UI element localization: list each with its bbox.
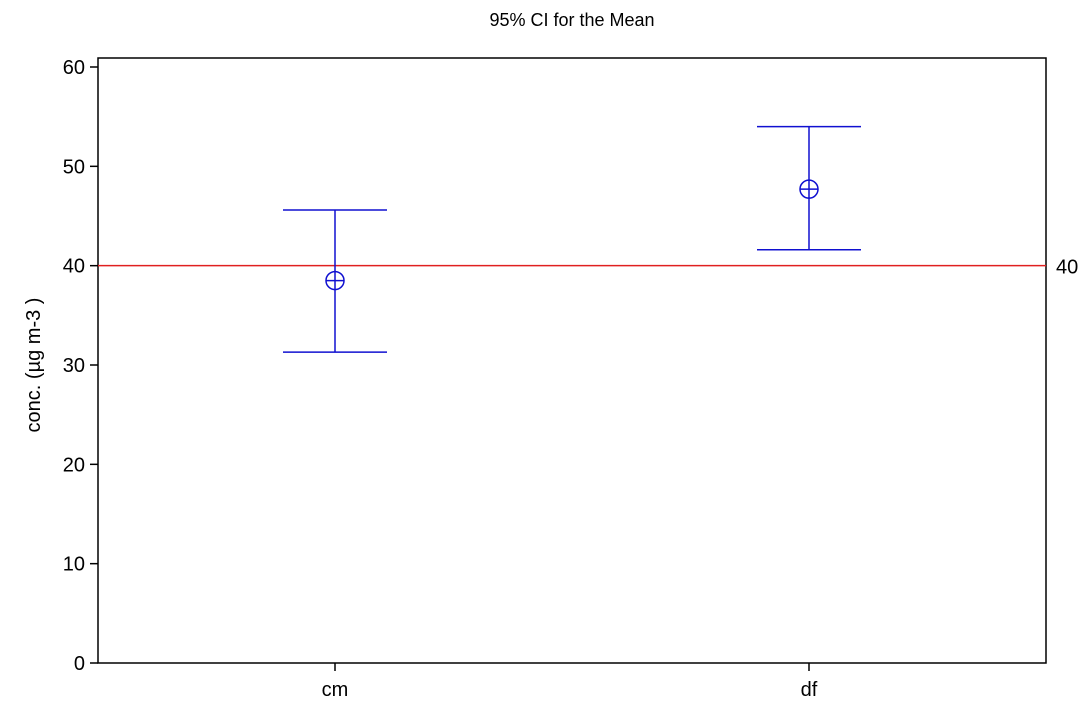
plot-frame	[97, 57, 1047, 664]
y-tick-label: 40	[63, 256, 85, 278]
reference-line-group: 40	[98, 257, 1078, 279]
interval-series	[283, 125, 861, 353]
x-tick-label: df	[801, 679, 818, 701]
y-tick-label: 10	[63, 554, 85, 576]
x-axis: cm df	[322, 663, 818, 701]
y-tick-label: 20	[63, 454, 85, 476]
chart-title: 95% CI for the Mean	[489, 10, 654, 30]
y-tick-label: 0	[74, 653, 85, 675]
x-tick-label: cm	[322, 679, 349, 701]
y-axis: 0 10 20 30 40 50 60	[63, 57, 98, 675]
y-tick-label: 60	[63, 57, 85, 79]
y-tick-label: 50	[63, 156, 85, 178]
y-axis-label: conc. (µg m-3 )	[23, 298, 45, 433]
reference-line-label: 40	[1056, 257, 1078, 279]
y-tick-label: 30	[63, 355, 85, 377]
